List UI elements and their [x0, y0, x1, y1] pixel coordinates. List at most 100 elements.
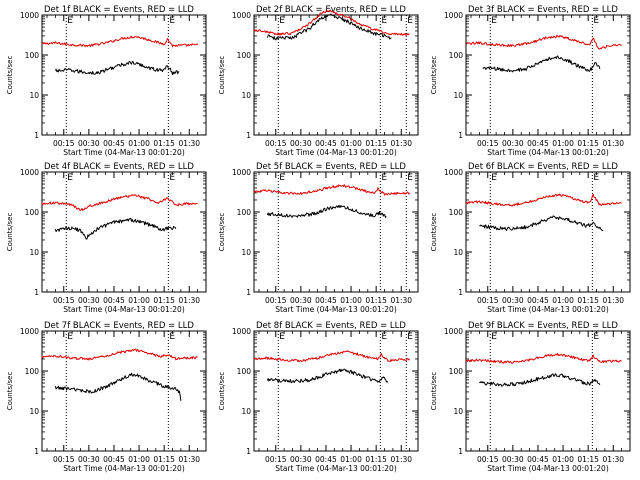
plot-frame [465, 171, 631, 293]
event-marker-label: E [279, 16, 285, 26]
events-series-line [54, 217, 177, 240]
y-tick-label: 100 [237, 51, 252, 60]
x-tick-label: 01:00 [340, 455, 362, 464]
events-series-line [266, 368, 389, 384]
event-marker-label: E [407, 16, 413, 26]
y-tick-label: 1000 [232, 327, 251, 336]
lld-series-line [253, 350, 411, 363]
y-tick-label: 10 [453, 407, 463, 416]
x-tick-label: 01:00 [340, 139, 362, 148]
lld-series-line [465, 193, 622, 207]
x-tick-label: 01:30 [178, 139, 200, 148]
x-tick-label: 00:45 [527, 296, 549, 305]
events-series-line [482, 55, 601, 73]
x-tick-label: 01:15 [577, 455, 599, 464]
y-tick-label: 1 [246, 288, 251, 297]
x-tick-label: 00:15 [265, 139, 287, 148]
lld-series-line [41, 348, 198, 361]
lld-series-line [253, 9, 410, 36]
x-tick-label: 01:15 [365, 296, 387, 305]
x-tick-label: 01:30 [390, 455, 412, 464]
x-axis-label: Start Time (04-Mar-13 00:01:20) [487, 148, 609, 157]
y-tick-label: 1 [458, 288, 463, 297]
x-tick-label: 00:30 [290, 139, 312, 148]
x-tick-label: 01:00 [128, 455, 150, 464]
y-tick-label: 100 [449, 208, 464, 217]
x-tick-label: 00:30 [502, 455, 524, 464]
event-marker-label: E [381, 173, 387, 183]
x-tick-label: 00:30 [502, 139, 524, 148]
plot-frame [465, 330, 631, 452]
y-tick-label: 1000 [232, 11, 251, 20]
y-tick-label: 10 [453, 248, 463, 257]
panel-title: Det 5f BLACK = Events, RED = LLD [256, 162, 406, 172]
y-tick-label: 1 [458, 447, 463, 456]
y-axis-label: Counts/sec [218, 372, 226, 411]
x-tick-label: 00:30 [78, 139, 100, 148]
x-tick-label: 00:45 [103, 139, 125, 148]
panel-title: Det 1f BLACK = Events, RED = LLD [44, 5, 194, 15]
plot-frame [253, 14, 419, 136]
x-axis-label: Start Time (04-Mar-13 00:01:20) [63, 148, 185, 157]
x-axis-label: Start Time (04-Mar-13 00:01:20) [275, 464, 397, 473]
event-marker-label: E [169, 332, 175, 342]
x-tick-label: 00:30 [78, 296, 100, 305]
x-tick-label: 01:30 [390, 139, 412, 148]
events-series-line [54, 60, 180, 76]
y-tick-label: 1000 [444, 168, 463, 177]
y-tick-label: 100 [25, 51, 40, 60]
y-tick-label: 1 [458, 131, 463, 140]
x-tick-label: 01:15 [153, 455, 175, 464]
lld-series-line [253, 184, 411, 196]
event-marker-label: E [67, 332, 73, 342]
y-axis-label: Counts/sec [6, 56, 14, 95]
x-tick-label: 01:15 [577, 139, 599, 148]
x-tick-label: 01:30 [178, 455, 200, 464]
x-tick-label: 01:00 [340, 296, 362, 305]
x-tick-label: 00:45 [315, 455, 337, 464]
y-tick-label: 10 [241, 248, 251, 257]
event-marker-label: E [169, 173, 175, 183]
y-tick-label: 1 [246, 447, 251, 456]
lld-series-line [41, 35, 199, 48]
y-tick-label: 100 [237, 208, 252, 217]
panel-title: Det 7f BLACK = Events, RED = LLD [44, 321, 194, 331]
panel-det-8: Det 8f BLACK = Events, RED = LLD Counts/s… [218, 321, 419, 473]
plot-frame [41, 14, 207, 136]
y-tick-label: 1 [34, 288, 39, 297]
panel-det-3: Det 3f BLACK = Events, RED = LLD Counts/s… [430, 5, 631, 157]
panel-title: Det 4f BLACK = Events, RED = LLD [44, 162, 194, 172]
plot-frame [253, 330, 419, 452]
plot-frame [465, 14, 631, 136]
x-tick-label: 00:45 [103, 296, 125, 305]
x-tick-label: 00:15 [477, 139, 499, 148]
plot-frame [253, 171, 419, 293]
x-tick-label: 00:15 [53, 296, 75, 305]
event-marker-label: E [279, 173, 285, 183]
y-tick-label: 1000 [20, 168, 39, 177]
event-marker-label: E [381, 16, 387, 26]
panel-det-2: Det 2f BLACK = Events, RED = LLD Counts/s… [218, 5, 419, 157]
x-tick-label: 00:45 [315, 296, 337, 305]
event-marker-label: E [407, 332, 413, 342]
x-tick-label: 00:15 [53, 455, 75, 464]
event-marker-label: E [593, 16, 599, 26]
x-tick-label: 00:15 [265, 455, 287, 464]
panel-title: Det 3f BLACK = Events, RED = LLD [468, 5, 618, 15]
event-marker-label: E [407, 173, 413, 183]
panel-det-7: Det 7f BLACK = Events, RED = LLD Counts/s… [6, 321, 207, 473]
x-tick-label: 00:30 [502, 296, 524, 305]
panel-title: Det 9f BLACK = Events, RED = LLD [468, 321, 618, 331]
x-axis-label: Start Time (04-Mar-13 00:01:20) [275, 148, 397, 157]
lld-series-line [465, 353, 622, 364]
y-axis-label: Counts/sec [6, 213, 14, 252]
x-tick-label: 01:30 [602, 139, 624, 148]
plot-frame [41, 330, 207, 452]
x-tick-label: 00:45 [527, 139, 549, 148]
x-tick-label: 00:45 [315, 139, 337, 148]
y-tick-label: 10 [241, 91, 251, 100]
panel-det-5: Det 5f BLACK = Events, RED = LLD Counts/s… [218, 162, 419, 314]
x-tick-label: 01:00 [552, 139, 574, 148]
y-tick-label: 10 [241, 407, 251, 416]
y-axis-label: Counts/sec [218, 213, 226, 252]
